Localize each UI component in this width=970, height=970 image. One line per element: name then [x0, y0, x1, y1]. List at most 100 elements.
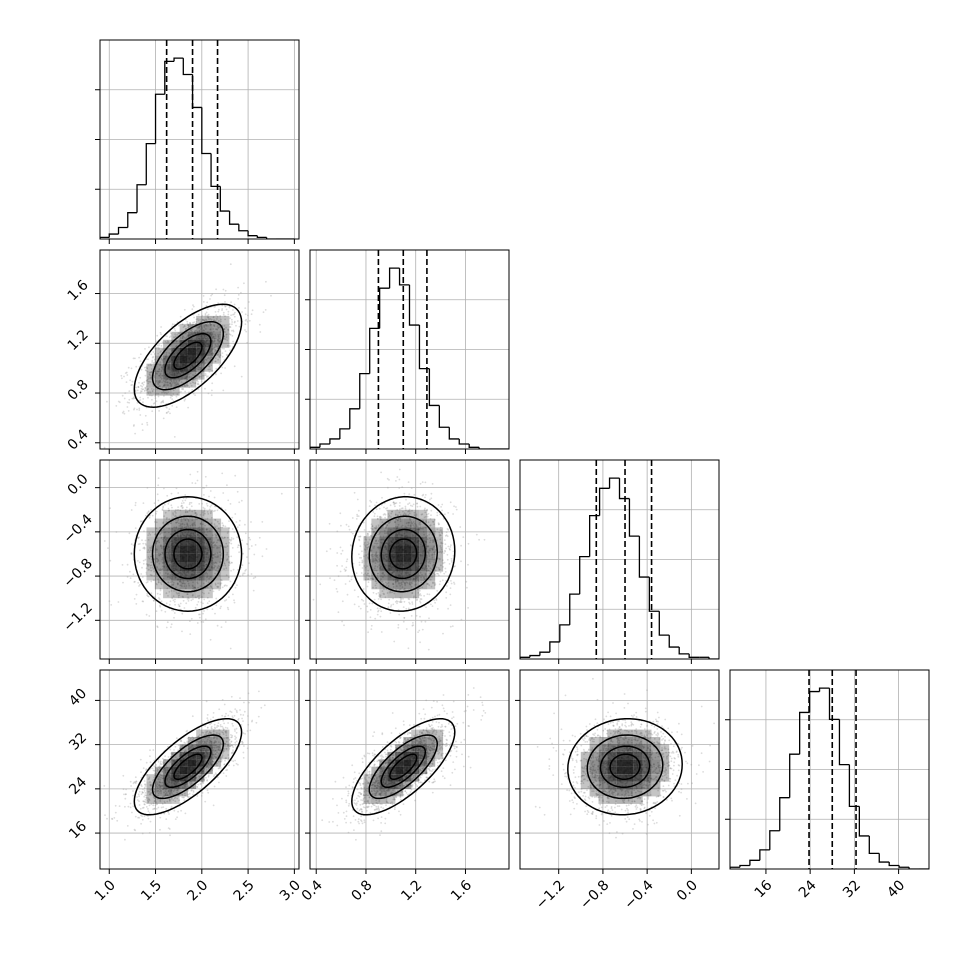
pair-1-2-point: [363, 555, 365, 558]
pair-1-2-density-cell: [387, 562, 396, 572]
pair-0-1-point: [224, 367, 227, 369]
pair-0-1-density-cell: [187, 379, 197, 388]
pair-0-2-point: [162, 505, 165, 508]
pair-1-2-point: [440, 529, 443, 532]
pair-0-2-point: [238, 524, 241, 526]
pair-1-2-point: [404, 507, 407, 510]
pair-1-2-point: [375, 542, 378, 545]
pair-0-2-point: [147, 595, 149, 597]
pair-1-2-point: [377, 572, 379, 575]
pair-0-1-point: [167, 410, 170, 413]
pair-1-2-point: [368, 575, 371, 578]
pair-0-2-point: [146, 487, 149, 489]
pair-0-2-point: [191, 524, 194, 527]
pair-1-2-point: [383, 506, 385, 509]
pair-1-2-point: [364, 578, 367, 581]
pair-1-2-point: [430, 492, 433, 495]
pair-0-2-point: [226, 559, 228, 561]
pair-1-2-point: [387, 522, 390, 524]
pair-1-2-density-cell: [403, 527, 412, 537]
pair-1-2-point: [366, 534, 369, 537]
pair-0-2-point: [155, 543, 158, 545]
pair-0-2-point: [149, 549, 152, 552]
pair-0-1-point: [188, 386, 191, 389]
pair-1-2-point: [376, 607, 379, 610]
pair-1-2-point: [434, 584, 436, 586]
pair-0-2-point: [177, 583, 179, 585]
pair-1-2-point: [375, 559, 377, 561]
pair-1-2-point: [465, 580, 468, 583]
pair-1-2-point: [449, 593, 452, 596]
pair-1-2-density-cell: [395, 554, 404, 563]
hist-0-bin: [238, 224, 249, 232]
pair-0-2-point: [203, 487, 206, 489]
pair-0-1-point: [173, 436, 176, 438]
pair-1-2-point: [396, 580, 399, 583]
pair-1-2-density-cell: [435, 536, 444, 546]
pair-0-2-point: [158, 597, 160, 599]
pair-0-2-contour: [151, 515, 225, 593]
pair-0-2-point: [162, 521, 165, 524]
pair-1-2-point: [451, 625, 454, 627]
pair-0-1-point: [156, 388, 158, 391]
pair-1-2-point: [417, 631, 419, 633]
pair-0-1-point: [139, 396, 142, 399]
pair-0-2-point: [207, 592, 210, 594]
pair-1-2-point: [420, 620, 423, 623]
pair-0-2-point: [162, 522, 165, 525]
pair-0-2-point: [224, 509, 227, 511]
pair-0-1-point: [205, 324, 208, 327]
pair-1-2-point: [403, 512, 406, 515]
pair-0-1-point: [139, 353, 142, 356]
pair-1-2-point: [426, 534, 429, 537]
pair-1-2-point: [447, 512, 450, 514]
pair-1-2-point: [368, 530, 371, 533]
pair-0-2-point: [172, 581, 175, 584]
pair-1-2-point: [377, 524, 380, 526]
pair-0-2-point: [159, 587, 162, 590]
pair-0-2-point: [175, 521, 177, 524]
pair-0-1-point: [181, 337, 184, 340]
pair-0-2-density-cell: [196, 545, 205, 554]
pair-0-2-point: [219, 583, 222, 586]
pair-1-2-point: [339, 570, 342, 573]
pair-0-2-point: [159, 568, 162, 570]
pair-0-1-point: [176, 382, 179, 385]
hist-2-bin: [520, 656, 530, 659]
pair-0-1-point: [201, 318, 204, 321]
pair-1-2-point: [421, 494, 424, 497]
pair-1-2-point: [404, 584, 407, 587]
pair-1-2-point: [343, 624, 345, 627]
pair-0-2-point: [187, 580, 189, 583]
pair-1-2-point: [453, 505, 455, 508]
pair-0-2-point: [155, 521, 158, 524]
pair-0-1-point: [181, 335, 184, 338]
pair-1-2-point: [418, 594, 421, 596]
pair-1-2-point: [449, 548, 451, 551]
pair-0-1-point: [126, 374, 129, 376]
pair-0-1-point: [178, 379, 181, 382]
pair-1-2-point: [372, 591, 375, 594]
hist-0-bin: [108, 233, 119, 238]
hist-1-bin: [448, 427, 460, 440]
pair-0-2-point: [168, 527, 171, 530]
pair-0-1-point: [180, 391, 182, 393]
pair-0-2-density-cell: [171, 545, 180, 554]
pair-0-1-point: [174, 345, 177, 348]
pair-0-2-point: [151, 531, 154, 533]
pair-0-2-point: [157, 558, 160, 561]
pair-0-2-point: [223, 568, 225, 570]
pair-0-2-point: [177, 583, 179, 586]
pair-0-1-point: [168, 352, 171, 354]
pair-0-1-density-cell: [154, 363, 164, 372]
pair-0-1-point: [212, 316, 215, 318]
pair-0-2-point: [174, 514, 177, 517]
pair-1-2-density-cell: [411, 589, 420, 599]
pair-0-1-point: [173, 380, 175, 383]
pair-1-2-point: [376, 518, 379, 520]
pair-1-2-point: [438, 557, 441, 560]
pair-1-2-density-cell: [371, 580, 380, 590]
pair-0-1-point: [160, 400, 163, 403]
pair-0-1-point: [202, 319, 205, 321]
pair-1-2-point: [376, 576, 379, 579]
